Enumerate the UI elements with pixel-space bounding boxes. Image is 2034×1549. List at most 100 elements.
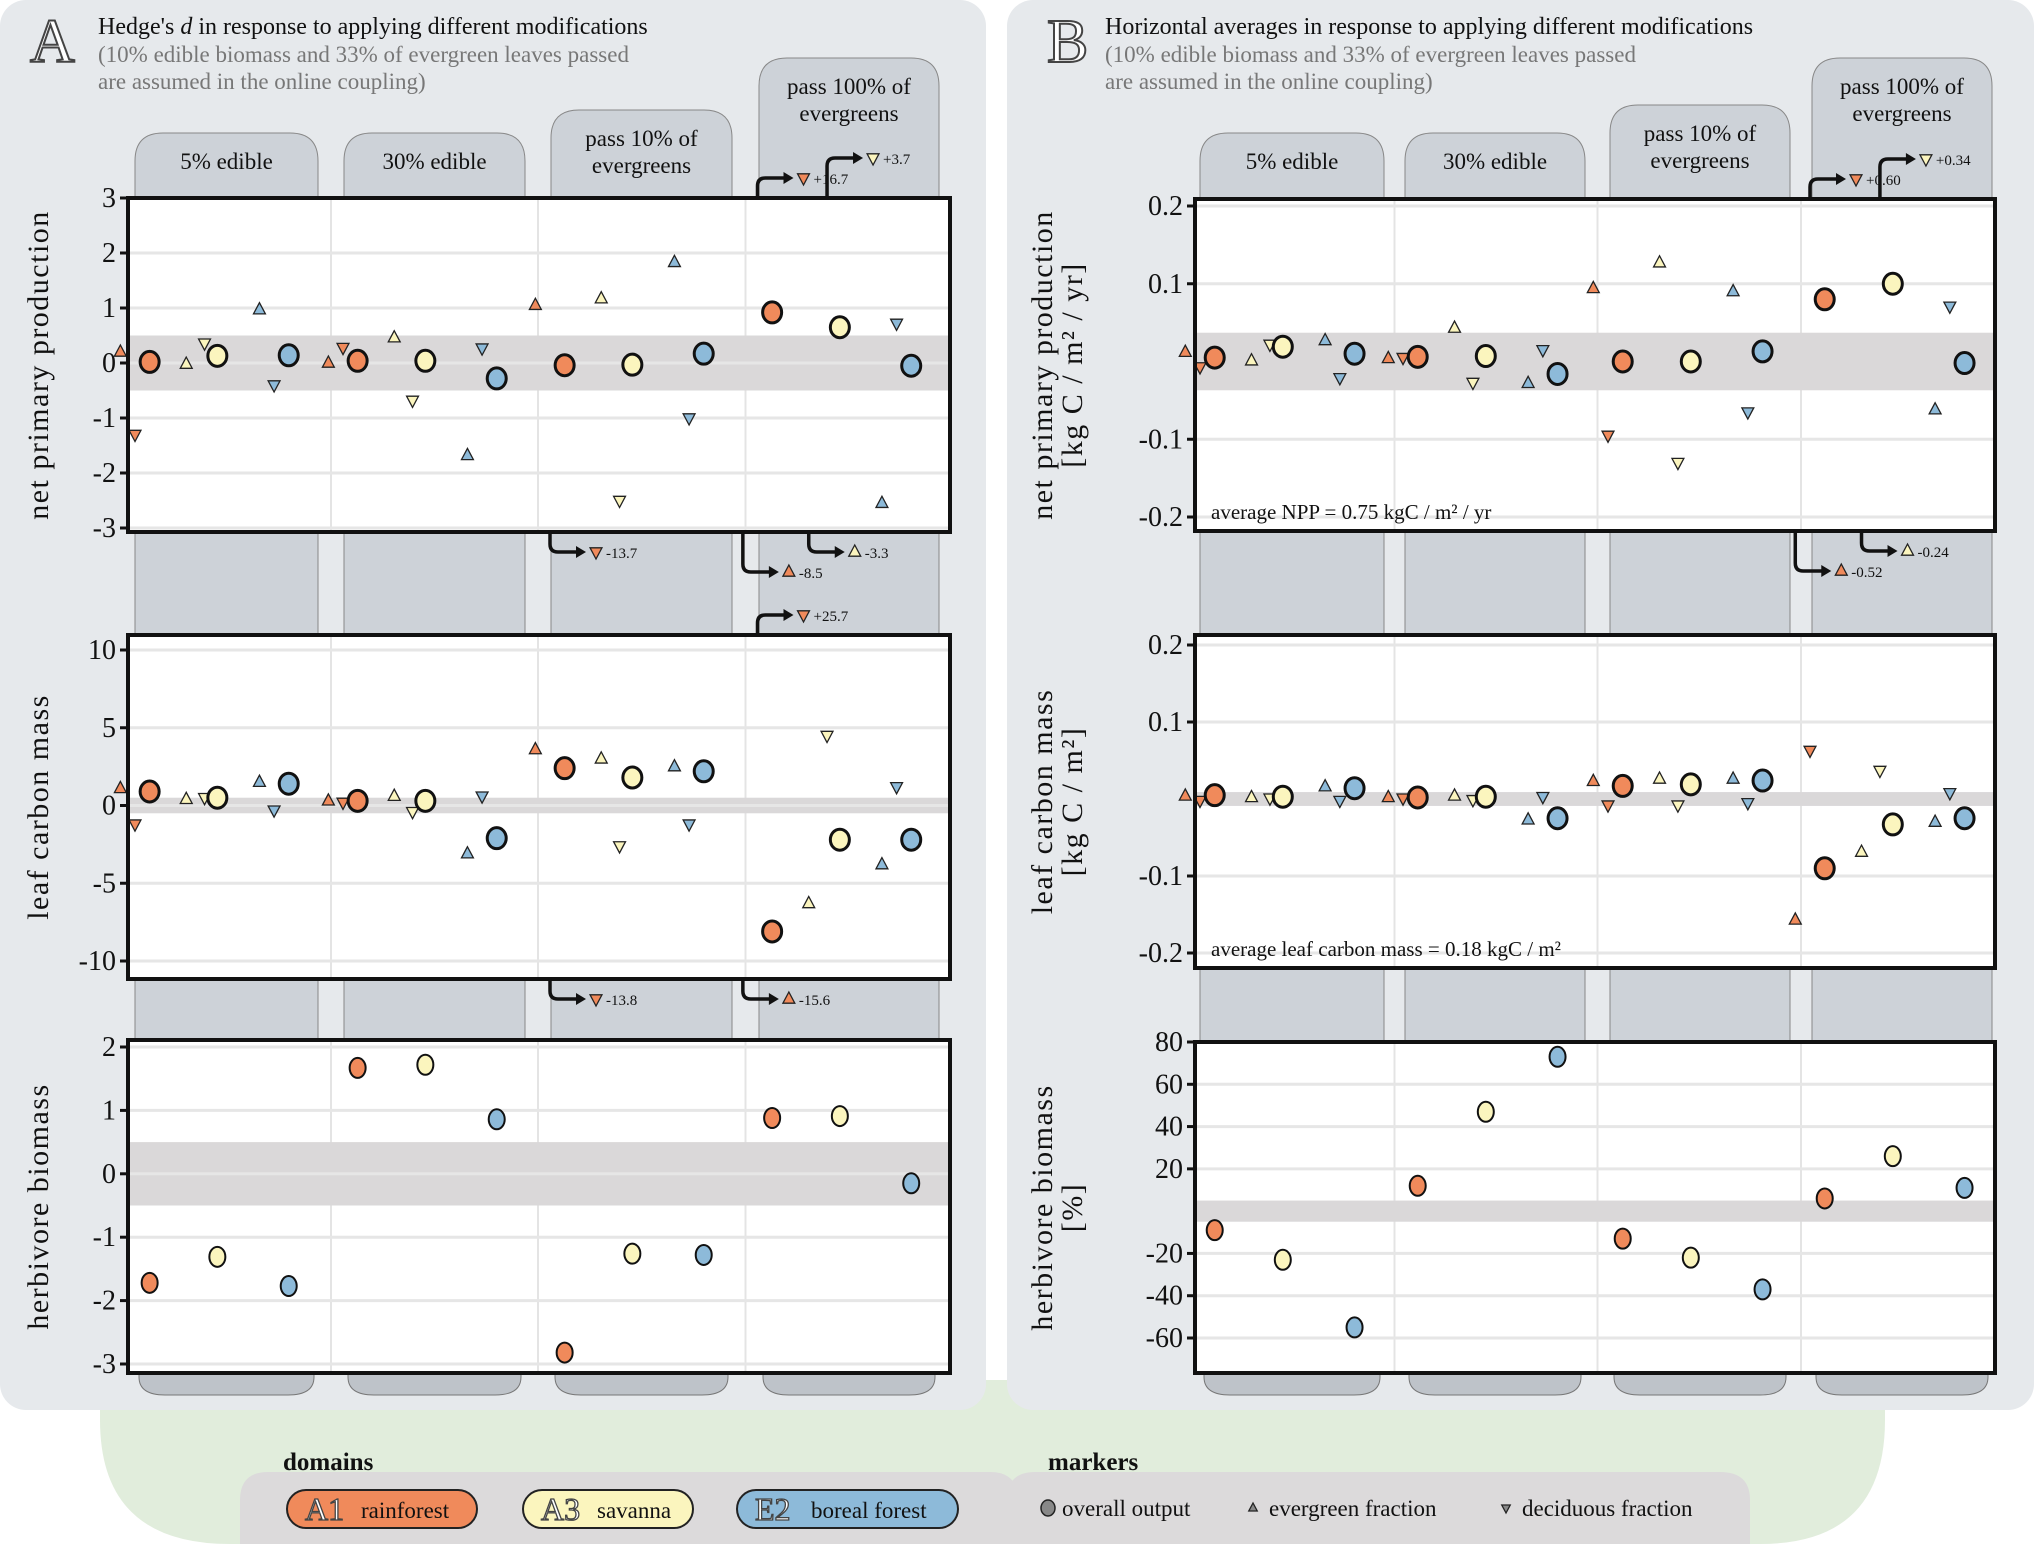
point-overall-rainforest-facet2: [1406, 785, 1429, 810]
marker-triangle-down-icon: [1500, 1504, 1512, 1515]
point-deciduous-rainforest-facet2: [1395, 793, 1411, 807]
plot-b-herb: 80 60 40 20 -20 -40 -60 herbivore biomass[%]: [1026, 1027, 1997, 1375]
point-deciduous-boreal-facet3: [1740, 798, 1755, 812]
marker-label: deciduous fraction: [1522, 1496, 1693, 1521]
y-tick-label: 60: [1155, 1069, 1183, 1100]
point-overall-savanna-facet3: [623, 1242, 642, 1265]
point-deciduous-rainforest-facet1: [1192, 362, 1208, 376]
point-overall-boreal-facet2: [487, 1108, 506, 1131]
point-deciduous-boreal-facet2: [475, 791, 490, 805]
domain-name: boreal forest: [811, 1498, 927, 1523]
y-tick-label: 0: [102, 791, 116, 822]
point-overall-savanna-facet4: [830, 1105, 849, 1128]
facet-connector-b-1-b: [1199, 967, 1385, 1043]
plot-frame: [1193, 1040, 1997, 1375]
plot-a-npp: 3 2 1 0 -1 -2 -3 net primary production +16.7 +3.…: [22, 152, 952, 582]
point-deciduous-rainforest-facet2: [1395, 352, 1411, 366]
point-overall-boreal-facet1: [277, 343, 300, 368]
point-overall-rainforest-facet2: [1406, 344, 1429, 369]
facet-label-a-1: 5% edible: [180, 149, 273, 174]
point-overall-savanna-facet1: [1271, 334, 1294, 359]
panel-a-subtitle-line2: are assumed in the online coupling): [98, 69, 426, 94]
domain-pill: [522, 1489, 694, 1529]
facet-label-a-3-line2: evergreens: [592, 153, 691, 178]
facet-cap-a-4: [762, 1372, 936, 1396]
y-tick-label: -20: [1146, 1238, 1183, 1269]
point-overall-rainforest-facet3: [1611, 773, 1634, 798]
point-deciduous-savanna-facet2: [405, 806, 420, 821]
point-overall-savanna-facet2: [1474, 344, 1497, 369]
offscale-label: -8.5: [799, 566, 823, 582]
point-deciduous-savanna-facet4: [820, 730, 835, 744]
y-tick-label: -1: [93, 1222, 116, 1253]
y-tick-label: 3: [102, 183, 116, 214]
point-deciduous-rainforest-facet3: [1600, 430, 1616, 444]
facet-label-a-2: 30% edible: [382, 149, 486, 174]
point-overall-rainforest-facet4: [763, 1107, 782, 1130]
point-evergreen-savanna-facet2: [387, 329, 402, 343]
y-tick-label: -0.2: [1139, 502, 1183, 533]
legend-marker-triangle-down: deciduous fraction: [1500, 1496, 1693, 1521]
point-overall-savanna-facet2: [414, 788, 437, 813]
point-evergreen-rainforest-facet3: [528, 741, 543, 755]
point-overall-rainforest-facet2: [346, 788, 369, 813]
point-evergreen-boreal-facet4: [1928, 401, 1943, 415]
y-axis-label: leaf carbon mass: [1026, 689, 1059, 915]
point-overall-boreal-facet2: [485, 366, 508, 391]
facet-connector-b-4-a: [1811, 530, 1993, 636]
facet-strip-a-2: [343, 132, 526, 199]
legend-domains-title: domains: [283, 1449, 374, 1476]
point-deciduous-savanna-facet3: [612, 841, 627, 855]
offscale-label: -0.52: [1851, 565, 1882, 581]
y-tick-label: 0: [102, 348, 116, 379]
point-overall-boreal-facet3: [1751, 339, 1774, 364]
facet-cap-a-3: [554, 1372, 729, 1396]
facet-connector-b-1-a: [1199, 530, 1385, 636]
offscale-marker-evergreen-savanna: [1900, 542, 1915, 556]
plot-frame: [1193, 633, 1997, 970]
domain-name: savanna: [597, 1498, 671, 1523]
point-deciduous-savanna-facet2: [1465, 377, 1480, 391]
point-evergreen-savanna-facet1: [1244, 352, 1259, 366]
panel-a-subtitle-line1: (10% edible biomass and 33% of evergreen…: [98, 42, 629, 67]
y-axis-label: herbivore biomass: [1026, 1084, 1059, 1330]
point-overall-rainforest-facet3: [553, 756, 576, 781]
facet-connector-b-3-b: [1609, 967, 1791, 1043]
point-evergreen-boreal-facet3: [667, 758, 682, 772]
point-overall-savanna-facet1: [206, 785, 229, 810]
offscale-label: -0.24: [1918, 545, 1950, 561]
legend-markers-box: [1007, 1472, 1750, 1544]
y-tick-label: -40: [1146, 1281, 1183, 1312]
panel-a-letter: A: [30, 8, 75, 76]
point-evergreen-savanna-facet2: [1447, 787, 1462, 801]
y-tick-label: -10: [79, 946, 116, 977]
panel-a-title-post: in response to applying different modifi…: [192, 14, 647, 40]
point-overall-rainforest-facet4: [761, 300, 784, 325]
point-overall-savanna-facet1: [1273, 1248, 1292, 1271]
offscale-marker-evergreen-savanna: [847, 543, 862, 557]
point-evergreen-boreal-facet2: [1521, 811, 1536, 825]
point-evergreen-boreal-facet3: [1726, 283, 1741, 297]
panel-a-title-italic: d: [180, 14, 193, 40]
facet-strip-b-2: [1404, 132, 1586, 200]
point-overall-boreal-facet1: [1343, 341, 1366, 366]
facet-strip-b-1: [1199, 132, 1385, 200]
facet-strip-a-4: [758, 57, 940, 199]
facet-connector-b-4-b: [1811, 967, 1993, 1043]
offscale-arrow: [1808, 177, 1838, 199]
point-deciduous-rainforest-facet3: [1600, 800, 1616, 814]
marker-circle-icon: [1040, 1499, 1056, 1517]
point-deciduous-rainforest-facet1: [127, 819, 143, 833]
offscale-arrowhead: [576, 993, 586, 1005]
panel-b-subtitle-line1: (10% edible biomass and 33% of evergreen…: [1105, 42, 1636, 67]
facet-connector-a-1-b: [134, 978, 319, 1041]
point-overall-savanna-facet2: [1476, 1100, 1495, 1123]
point-deciduous-boreal-facet3: [1740, 407, 1755, 421]
point-evergreen-rainforest-facet3: [1586, 772, 1601, 787]
domain-pill: [736, 1489, 959, 1529]
point-deciduous-boreal-facet2: [1535, 344, 1550, 359]
y-axis-label: net primary production: [1026, 210, 1059, 520]
point-overall-boreal-facet4: [900, 353, 923, 378]
point-overall-rainforest-facet4: [761, 919, 784, 944]
y-tick-label: 20: [1155, 1154, 1183, 1185]
